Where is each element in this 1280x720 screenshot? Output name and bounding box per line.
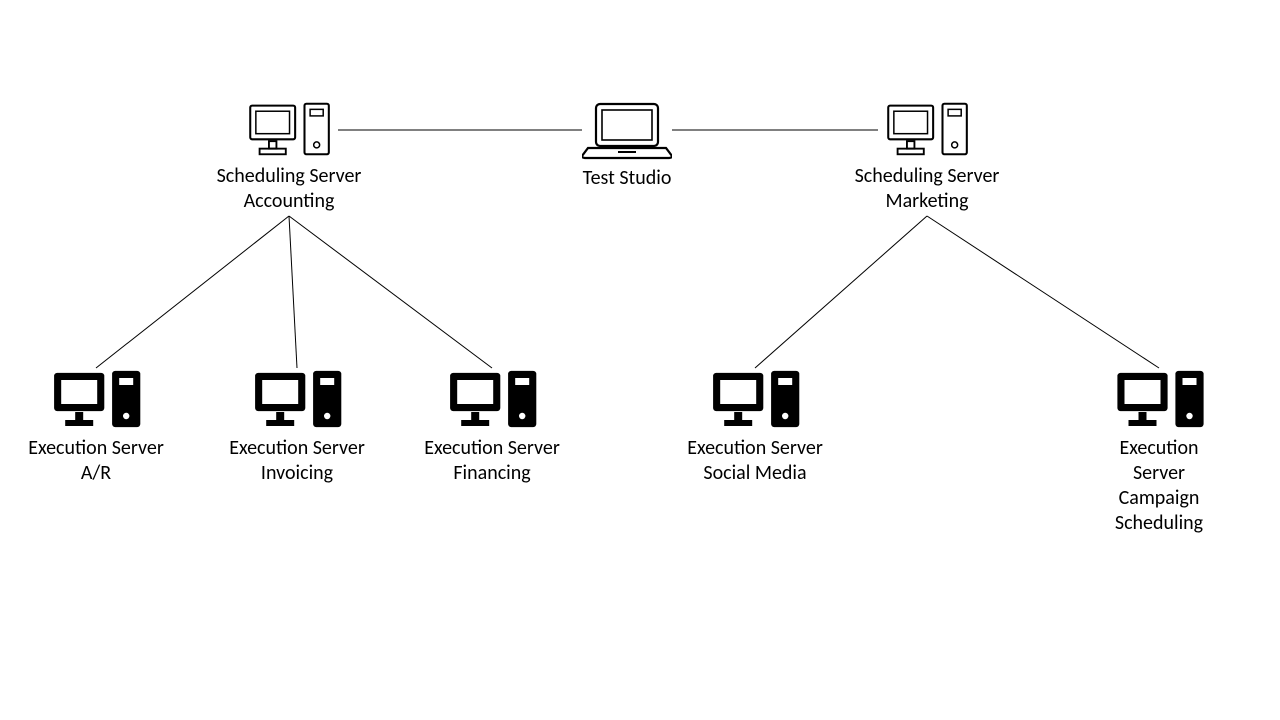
node-label: Scheduling Server Marketing [855, 164, 1000, 214]
node-scheduling-accounting: Scheduling Server Accounting [217, 100, 362, 214]
node-label: Execution Server Invoicing [229, 436, 365, 486]
node-label: Scheduling Server Accounting [217, 164, 362, 214]
node-label: Execution Server Financing [424, 436, 560, 486]
node-execution-ar: Execution Server A/R [28, 368, 164, 486]
desktop-tower-solid-icon [687, 368, 823, 430]
node-execution-invoicing: Execution Server Invoicing [229, 368, 365, 486]
desktop-tower-solid-icon [28, 368, 164, 430]
node-test-studio: Test Studio [582, 100, 672, 191]
node-label: Execution Server A/R [28, 436, 164, 486]
node-execution-financing: Execution Server Financing [424, 368, 560, 486]
node-execution-social: Execution Server Social Media [687, 368, 823, 486]
desktop-tower-solid-icon [1099, 368, 1220, 430]
node-label: Execution Server Campaign Scheduling [1099, 436, 1220, 536]
node-label: Test Studio [582, 166, 672, 191]
desktop-tower-solid-icon [229, 368, 365, 430]
laptop-icon [582, 100, 672, 160]
node-execution-campaign: Execution Server Campaign Scheduling [1099, 368, 1220, 536]
desktop-tower-solid-icon [424, 368, 560, 430]
desktop-tower-icon [855, 100, 1000, 158]
desktop-tower-icon [217, 100, 362, 158]
node-scheduling-marketing: Scheduling Server Marketing [855, 100, 1000, 214]
node-label: Execution Server Social Media [687, 436, 823, 486]
diagram-canvas: Test Studio Scheduling Server Accounting… [0, 0, 1280, 720]
